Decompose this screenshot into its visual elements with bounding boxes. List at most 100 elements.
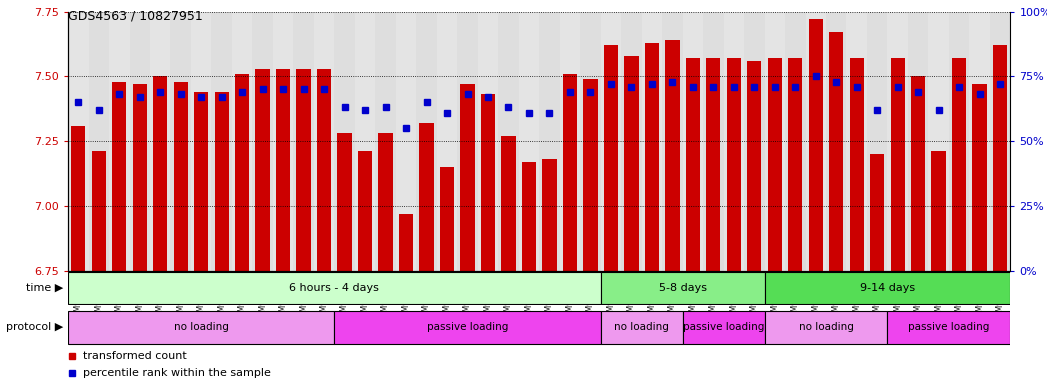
- Bar: [539, 12, 560, 271]
- Bar: [235, 74, 249, 271]
- Bar: [560, 12, 580, 271]
- Bar: [744, 12, 764, 271]
- Bar: [989, 12, 1010, 271]
- Bar: [764, 12, 785, 271]
- Bar: [748, 61, 761, 271]
- Bar: [601, 311, 683, 344]
- Bar: [642, 12, 662, 271]
- Bar: [785, 12, 805, 271]
- Bar: [911, 76, 926, 271]
- Bar: [888, 12, 908, 271]
- Bar: [399, 214, 414, 271]
- Bar: [624, 56, 639, 271]
- Bar: [477, 12, 498, 271]
- Bar: [973, 84, 986, 271]
- Bar: [601, 273, 764, 303]
- Bar: [133, 84, 147, 271]
- Bar: [68, 12, 89, 271]
- Text: percentile rank within the sample: percentile rank within the sample: [83, 368, 271, 378]
- Bar: [993, 45, 1007, 271]
- Bar: [437, 12, 458, 271]
- Bar: [194, 92, 208, 271]
- Bar: [502, 136, 515, 271]
- Bar: [521, 162, 536, 271]
- Text: GDS4563 / 10827951: GDS4563 / 10827951: [68, 10, 203, 23]
- Bar: [788, 58, 802, 271]
- Bar: [255, 68, 270, 271]
- Bar: [683, 12, 704, 271]
- Bar: [293, 12, 314, 271]
- Bar: [867, 12, 888, 271]
- Bar: [686, 58, 700, 271]
- Bar: [888, 311, 1010, 344]
- Bar: [68, 273, 601, 303]
- Bar: [337, 133, 352, 271]
- Bar: [273, 12, 293, 271]
- Text: 6 hours - 4 days: 6 hours - 4 days: [289, 283, 379, 293]
- Bar: [826, 12, 846, 271]
- Bar: [846, 12, 867, 271]
- Bar: [891, 58, 905, 271]
- Bar: [296, 68, 311, 271]
- Bar: [764, 273, 1010, 303]
- Bar: [767, 58, 782, 271]
- Bar: [908, 12, 929, 271]
- Bar: [580, 12, 601, 271]
- Bar: [375, 12, 396, 271]
- Bar: [645, 43, 659, 271]
- Bar: [252, 12, 273, 271]
- Bar: [71, 126, 86, 271]
- Bar: [583, 79, 598, 271]
- Bar: [829, 32, 844, 271]
- Text: no loading: no loading: [174, 322, 228, 333]
- Bar: [358, 152, 373, 271]
- Bar: [706, 58, 720, 271]
- Text: 9-14 days: 9-14 days: [860, 283, 915, 293]
- Text: protocol ▶: protocol ▶: [5, 322, 63, 333]
- Bar: [420, 123, 433, 271]
- Bar: [562, 74, 577, 271]
- Text: 5-8 days: 5-8 days: [659, 283, 707, 293]
- Bar: [805, 12, 826, 271]
- Bar: [317, 68, 331, 271]
- Bar: [314, 12, 334, 271]
- Bar: [191, 12, 211, 271]
- Bar: [417, 12, 437, 271]
- Bar: [334, 12, 355, 271]
- Bar: [130, 12, 150, 271]
- Text: transformed count: transformed count: [83, 351, 186, 361]
- Bar: [92, 152, 106, 271]
- Bar: [171, 12, 191, 271]
- Bar: [89, 12, 109, 271]
- Bar: [232, 12, 252, 271]
- Bar: [764, 311, 888, 344]
- Bar: [276, 68, 290, 271]
- Bar: [949, 12, 970, 271]
- Bar: [542, 159, 557, 271]
- Bar: [665, 40, 680, 271]
- Bar: [458, 12, 477, 271]
- Bar: [215, 92, 229, 271]
- Bar: [153, 76, 168, 271]
- Bar: [929, 12, 949, 271]
- Bar: [378, 133, 393, 271]
- Bar: [870, 154, 885, 271]
- Bar: [723, 12, 744, 271]
- Bar: [498, 12, 518, 271]
- Bar: [334, 311, 601, 344]
- Bar: [396, 12, 417, 271]
- Bar: [662, 12, 683, 271]
- Bar: [461, 84, 474, 271]
- Text: time ▶: time ▶: [25, 283, 63, 293]
- Text: passive loading: passive loading: [683, 322, 764, 333]
- Bar: [604, 45, 618, 271]
- Bar: [355, 12, 375, 271]
- Bar: [174, 81, 187, 271]
- Bar: [704, 12, 723, 271]
- Bar: [932, 152, 945, 271]
- Text: no loading: no loading: [615, 322, 669, 333]
- Bar: [68, 311, 334, 344]
- Bar: [112, 81, 127, 271]
- Bar: [970, 12, 989, 271]
- Bar: [440, 167, 454, 271]
